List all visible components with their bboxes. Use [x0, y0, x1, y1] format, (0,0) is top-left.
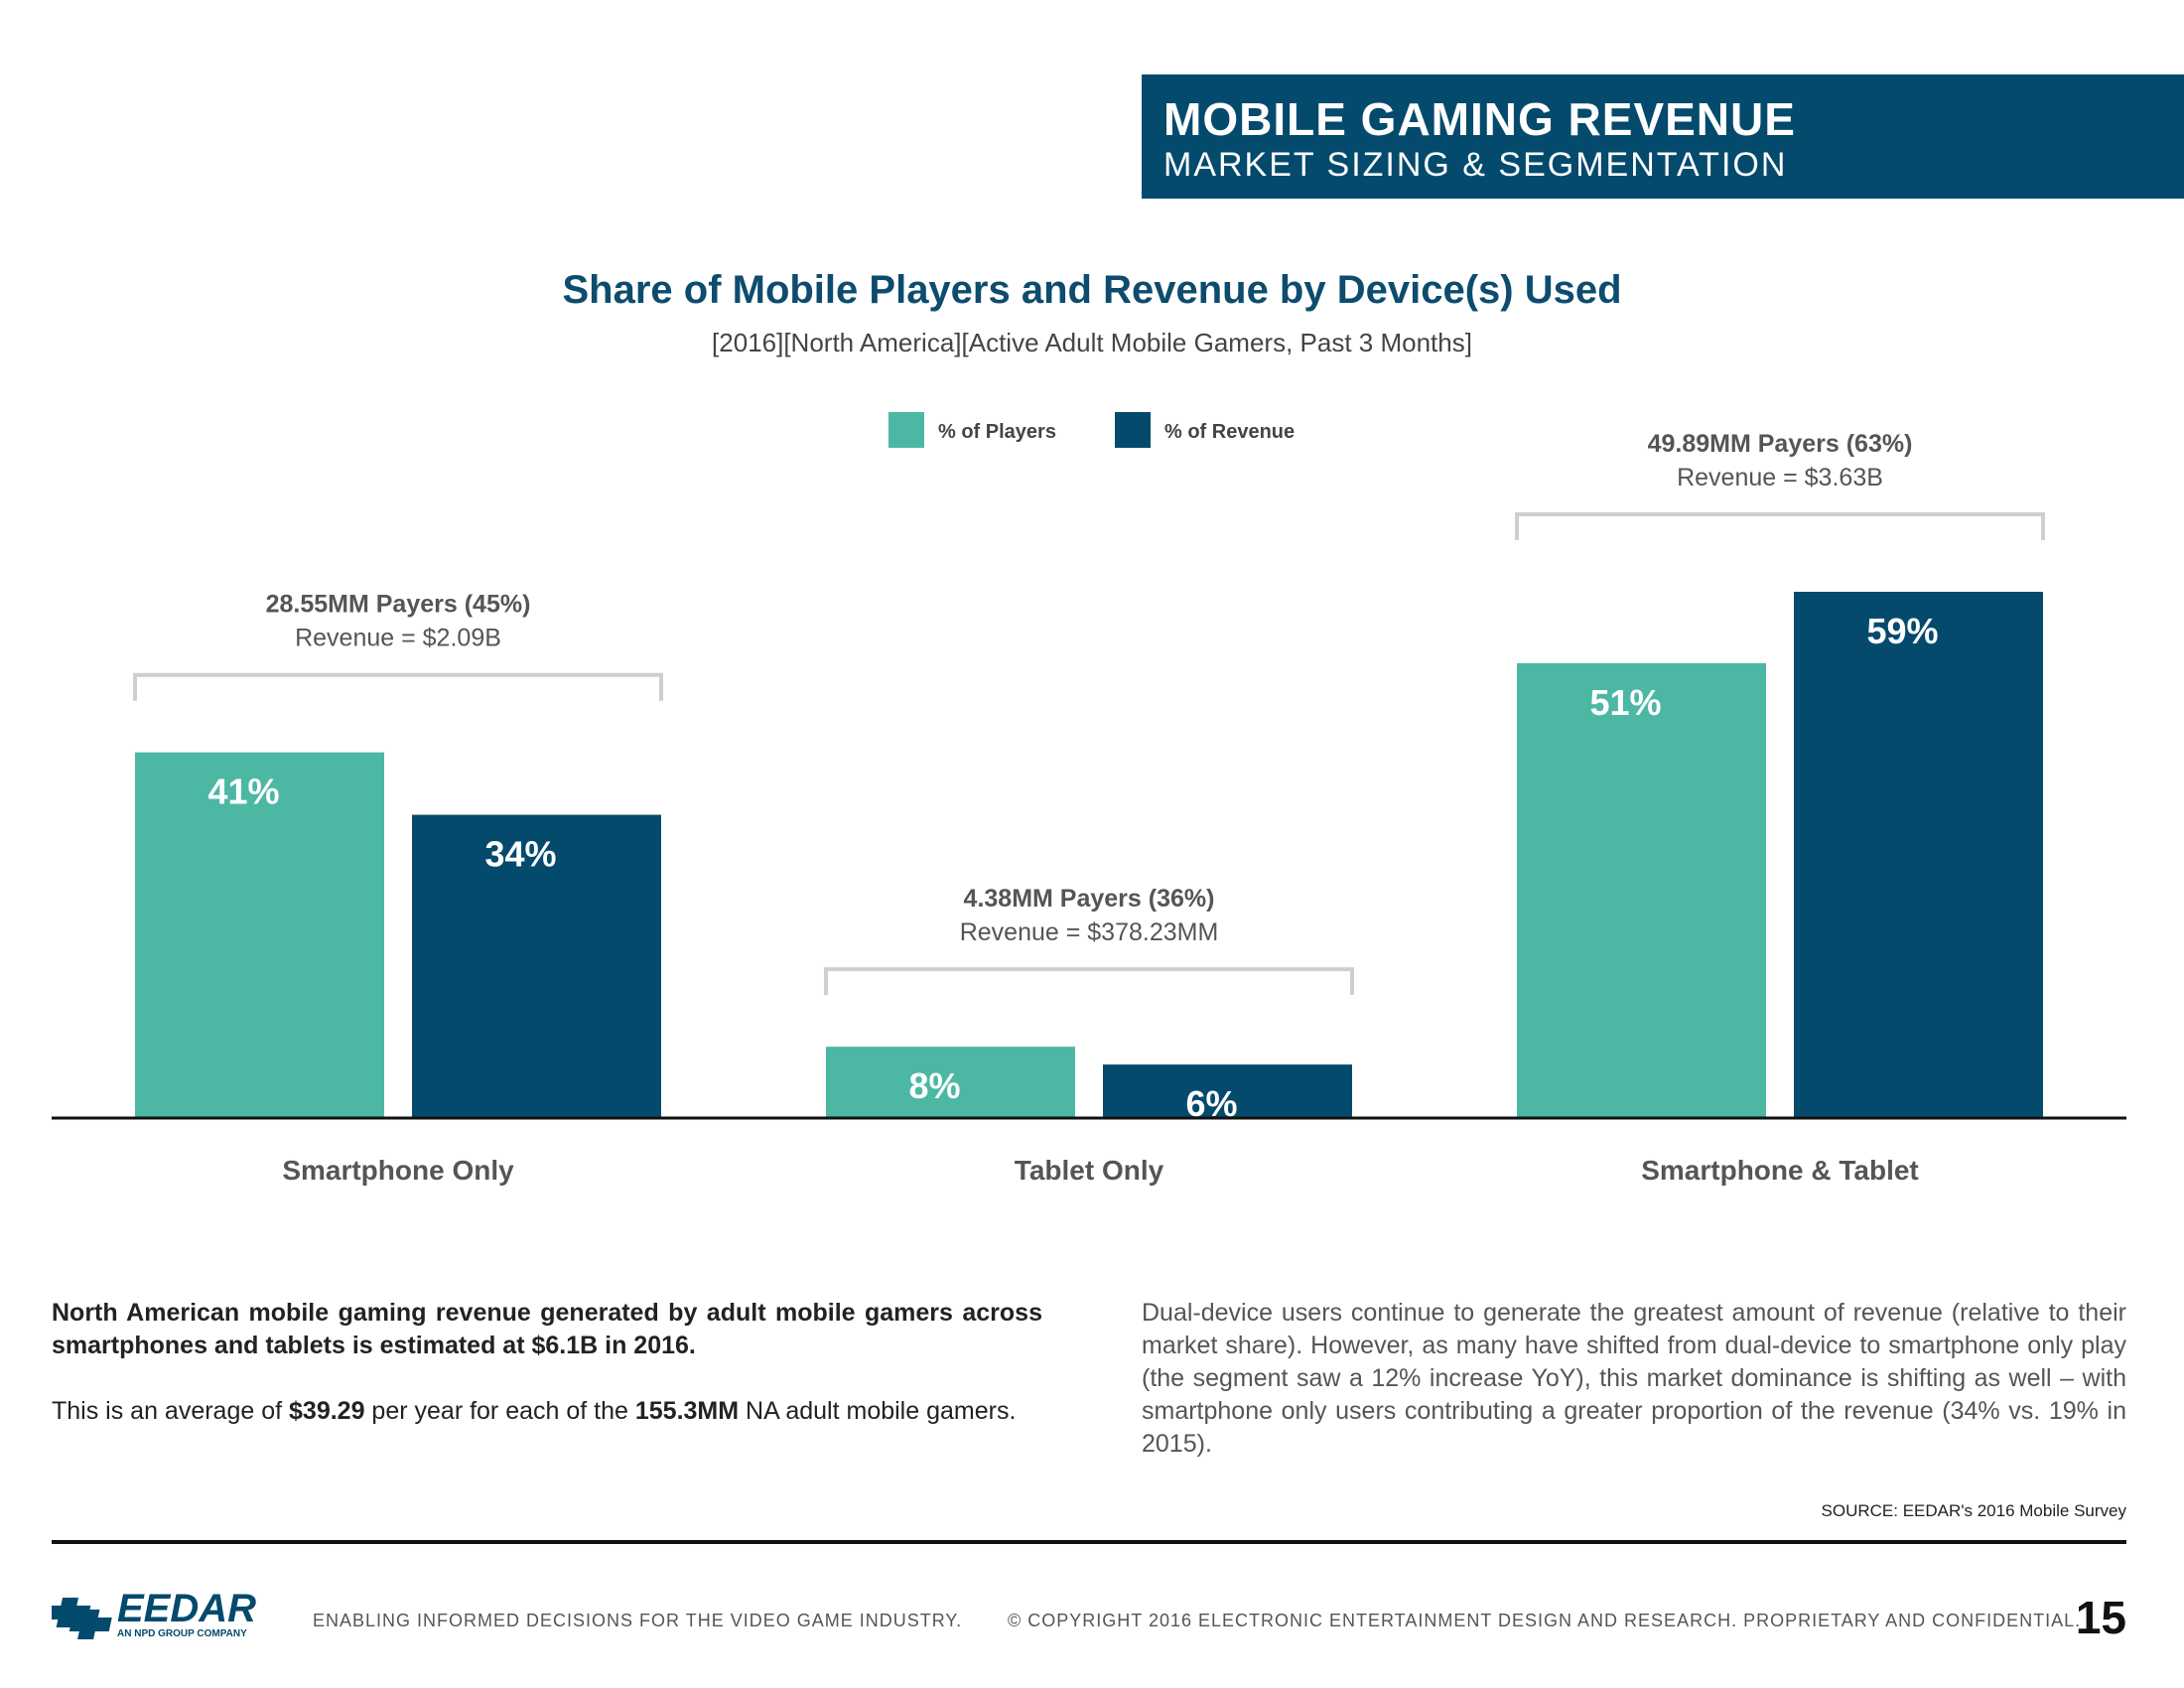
legend-swatch-revenue	[1115, 412, 1151, 448]
logo-subtitle: AN NPD GROUP COMPANY	[117, 1628, 247, 1639]
bar-value-label: 51%	[1589, 682, 1661, 723]
body-left-text: North American mobile gaming revenue gen…	[52, 1297, 1042, 1461]
body-right-text: Dual-device users continue to generate t…	[1142, 1299, 2126, 1458]
chart-title: Share of Mobile Players and Revenue by D…	[562, 268, 1622, 312]
bar-players-0	[135, 752, 384, 1118]
chart-subtitle: [2016][North America][Active Adult Mobil…	[712, 328, 1472, 357]
legend-swatch-players	[888, 412, 924, 448]
bar-value-label: 8%	[908, 1065, 960, 1106]
category-label: Smartphone & Tablet	[1641, 1155, 1919, 1186]
source-note: SOURCE: EEDAR's 2016 Mobile Survey	[1821, 1501, 2126, 1520]
bar-players-2	[1517, 662, 1766, 1118]
annotation-revenue: Revenue = $2.09B	[295, 625, 501, 652]
header-banner: MOBILE GAMING REVENUE MARKET SIZING & SE…	[1142, 74, 2184, 199]
body-left-paragraph-2: This is an average of $39.29 per year fo…	[52, 1397, 1017, 1425]
bar-players-1	[826, 1047, 1075, 1118]
bar-value-label: 59%	[1866, 611, 1938, 651]
footer-copyright: © COPYRIGHT 2016 ELECTRONIC ENTERTAINMEN…	[1008, 1611, 2082, 1630]
bar-chart: % of Players % of Revenue 41% 34% Smartphone…	[52, 412, 2126, 1186]
footer-tagline: ENABLING INFORMED DECISIONS FOR THE VIDE…	[313, 1611, 963, 1630]
category-label: Tablet Only	[1015, 1155, 1164, 1186]
page-number: 15	[2075, 1592, 2126, 1643]
annotation-bracket	[133, 672, 663, 701]
legend-label-players: % of Players	[938, 421, 1056, 443]
category-label: Smartphone Only	[282, 1155, 514, 1186]
annotation-payers: 4.38MM Payers (36%)	[964, 885, 1215, 913]
body-left-paragraph-1: North American mobile gaming revenue gen…	[52, 1299, 1042, 1359]
annotation-payers: 28.55MM Payers (45%)	[266, 591, 531, 619]
footer-divider	[52, 1540, 2126, 1544]
legend-label-revenue: % of Revenue	[1164, 421, 1295, 443]
annotation-revenue: Revenue = $3.63B	[1677, 464, 1883, 492]
header-title: MOBILE GAMING REVENUE	[1163, 93, 1796, 145]
header-subtitle: MARKET SIZING & SEGMENTATION	[1163, 146, 1788, 184]
annotation-bracket	[824, 967, 1354, 996]
bar-revenue-0	[412, 814, 661, 1118]
annotation-bracket	[1515, 512, 2045, 540]
logo-text: EEDAR	[117, 1587, 257, 1630]
bar-value-label: 41%	[207, 772, 279, 812]
annotation-payers: 49.89MM Payers (63%)	[1648, 430, 1913, 458]
annotation-revenue: Revenue = $378.23MM	[960, 918, 1219, 946]
eedar-logo-icon	[52, 1598, 112, 1639]
bar-value-label: 34%	[484, 834, 556, 875]
bar-revenue-2	[1794, 592, 2043, 1118]
bar-revenue-1	[1103, 1064, 1352, 1118]
